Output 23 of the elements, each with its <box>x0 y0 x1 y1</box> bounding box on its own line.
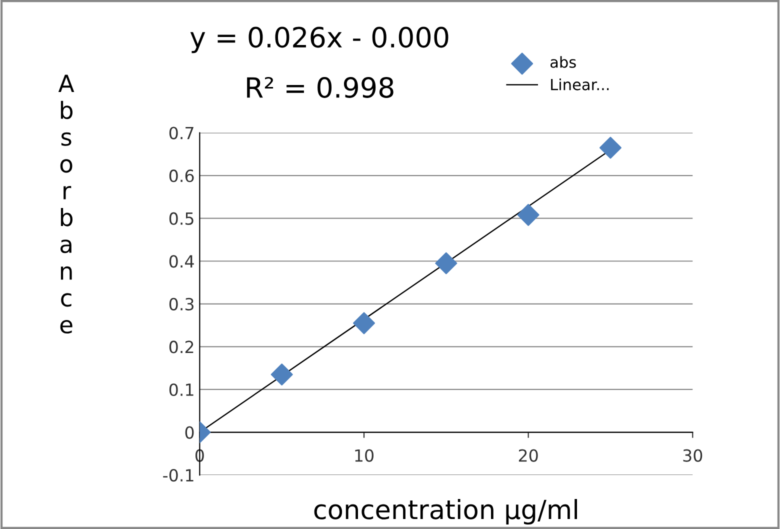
x-tick-label: 20 <box>518 449 538 462</box>
point <box>517 204 540 226</box>
point <box>353 312 375 334</box>
y-tick-label: 0.4 <box>169 255 194 268</box>
point <box>599 136 622 159</box>
y-tick-label: 0.7 <box>169 126 194 140</box>
text: Absorbance <box>58 74 74 334</box>
x-tick-label: 10 <box>355 449 374 462</box>
y-tick-label: 0 <box>185 426 194 439</box>
y-tick-label: 0.2 <box>169 340 194 354</box>
y-tick-label: 0.5 <box>169 212 194 225</box>
y-tick-label: 0.6 <box>169 170 194 182</box>
x-tick-label: 30 <box>683 449 702 462</box>
y-tick-label: 0.1 <box>169 383 194 396</box>
point <box>270 364 293 386</box>
y-tick-label: -0.1 <box>163 469 194 482</box>
x-axis-title: concentration µg/ml <box>314 499 577 525</box>
text: y = 0.026x - 0.000 <box>190 26 448 54</box>
y-tick-label: 0.3 <box>169 298 194 310</box>
point <box>435 252 458 274</box>
legend-label: Linear... <box>551 78 609 90</box>
text: R² = 0.998 <box>247 76 394 98</box>
legend-label: abs <box>550 56 576 68</box>
